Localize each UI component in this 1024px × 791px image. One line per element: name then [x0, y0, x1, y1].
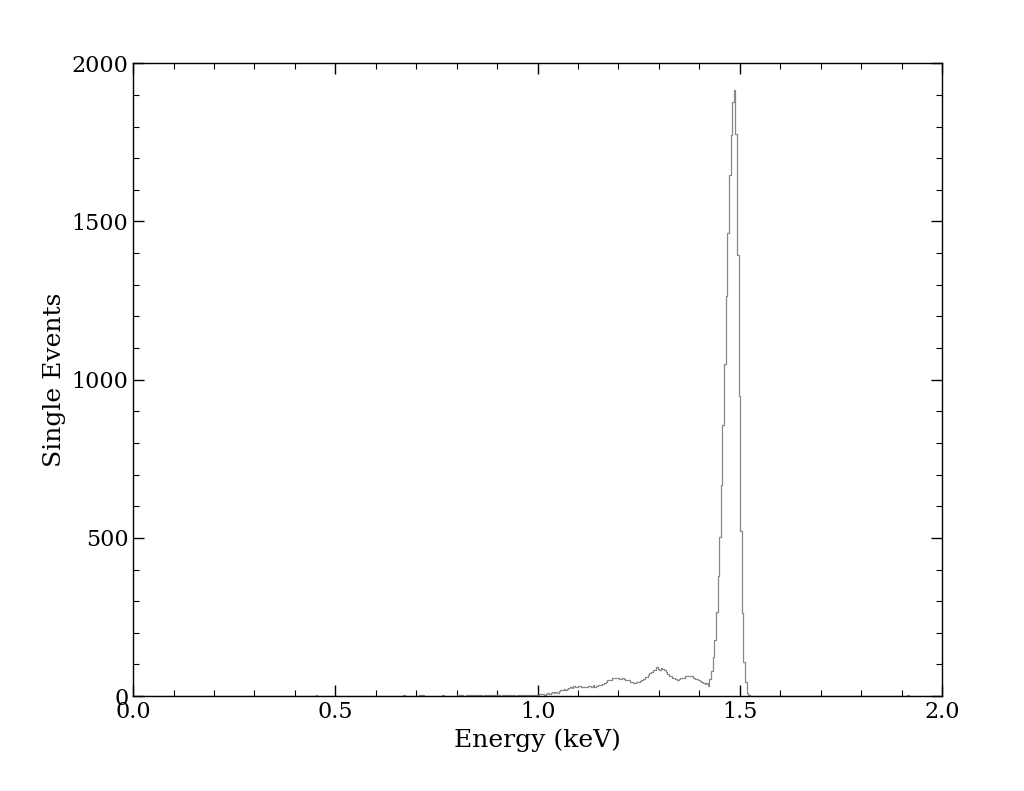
Y-axis label: Single Events: Single Events	[43, 293, 66, 467]
X-axis label: Energy (keV): Energy (keV)	[455, 729, 621, 752]
